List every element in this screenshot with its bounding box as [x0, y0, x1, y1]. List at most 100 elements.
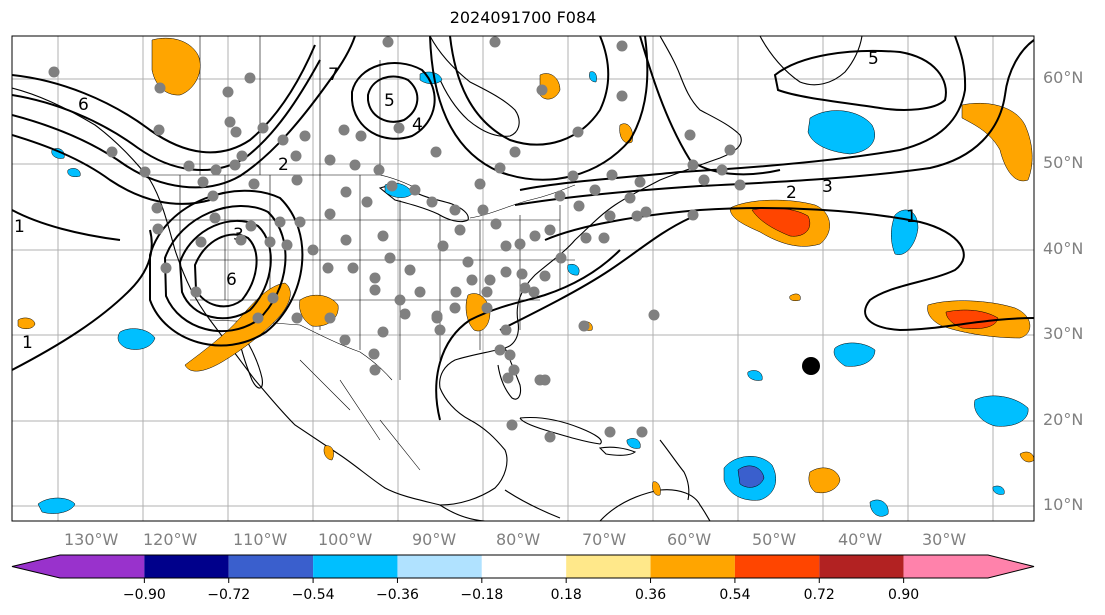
positive-anomaly-small-6	[652, 481, 661, 496]
positive-anomaly-small-4	[789, 293, 801, 302]
observation-dot	[509, 146, 521, 158]
observation-dot	[151, 202, 163, 214]
contour-west-1	[12, 209, 153, 371]
observation-dot	[409, 184, 421, 196]
colorbar-segment	[819, 555, 904, 578]
observation-dot	[394, 294, 406, 306]
observation-dot	[404, 264, 416, 276]
us-mexico-border	[209, 319, 393, 381]
contour-hudson-low	[367, 75, 419, 123]
negative-anomaly-small-3	[747, 370, 763, 381]
observation-dot	[687, 159, 699, 171]
negative-anomaly-pacific-sw	[37, 497, 76, 514]
positive-anomaly-atlantic-ne	[961, 102, 1033, 182]
observation-dot	[734, 179, 746, 191]
contour-label: 7	[328, 65, 339, 85]
observation-dot	[554, 190, 566, 202]
observation-dot	[236, 150, 248, 162]
observation-dot	[516, 268, 528, 280]
contour-southwest-low-3	[163, 204, 287, 333]
colorbar-segment	[144, 555, 229, 578]
observation-dot	[224, 116, 236, 128]
negative-anomaly-small-5	[869, 499, 889, 517]
colorbar-segment	[903, 555, 988, 578]
lon-label-80w: 80°W	[496, 530, 540, 549]
colorbar-tick-label: −0.36	[376, 587, 419, 603]
colorbar-segment	[397, 555, 482, 578]
observation-dot	[634, 176, 646, 188]
observation-dot	[481, 302, 493, 314]
observation-dot	[687, 209, 699, 221]
positive-anomaly-small-7	[1019, 451, 1034, 463]
observation-dot	[195, 236, 207, 248]
observation-dot	[197, 176, 209, 188]
lon-label-70w: 70°W	[582, 530, 626, 549]
contour-hudson-low-2	[351, 62, 436, 140]
observation-dot	[384, 252, 396, 264]
observation-dot	[500, 266, 512, 278]
contour-label: 5	[384, 91, 395, 111]
observation-dot	[230, 126, 242, 138]
contour-greenland-5	[773, 49, 947, 111]
antilles	[659, 439, 690, 501]
lat-label-30n: 30°N	[1043, 324, 1083, 343]
observation-dot	[281, 239, 293, 251]
observation-dot	[426, 196, 438, 208]
observation-dot	[257, 122, 269, 134]
contour-atlantic-3	[639, 36, 781, 176]
observation-dot	[437, 240, 449, 252]
negative-anomaly-small-2	[67, 168, 81, 177]
observation-dot	[598, 232, 610, 244]
greenland-coast	[759, 36, 863, 86]
observation-dot	[369, 364, 381, 376]
colorbar-segment	[650, 555, 735, 578]
colorbar-tick-label: 0.72	[804, 587, 835, 603]
positive-anomaly-small-2	[17, 317, 36, 329]
observation-dot	[369, 284, 381, 296]
observation-dot	[724, 144, 736, 156]
observation-dot	[500, 240, 512, 252]
colorbar-tick-label: 0.54	[719, 587, 750, 603]
cuba	[519, 416, 602, 445]
lat-label-10n: 10°N	[1043, 495, 1083, 514]
observation-dot	[264, 236, 276, 248]
observation-dot	[294, 216, 306, 228]
observation-dot	[484, 274, 496, 286]
observation-dot	[514, 238, 526, 250]
contour-label: 1	[14, 217, 25, 237]
observation-dot	[544, 431, 556, 443]
observation-dot	[490, 218, 502, 230]
negative-anomaly-small-6	[992, 485, 1005, 495]
observation-dot	[716, 164, 728, 176]
observation-dot	[462, 256, 474, 268]
observation-dot	[604, 426, 616, 438]
contour-east-trough-2	[429, 36, 649, 181]
lat-label-40n: 40°N	[1043, 239, 1083, 258]
lon-label-120w: 120°W	[143, 530, 198, 549]
contour-label: 1	[906, 207, 917, 227]
observation-dot	[528, 286, 540, 298]
contour-label: 3	[822, 177, 833, 197]
observation-dot	[274, 216, 286, 228]
positive-anomaly-southeast	[465, 293, 491, 332]
positive-anomaly-small-5	[323, 445, 334, 461]
observation-dot	[190, 286, 202, 298]
contour-label: 6	[78, 95, 89, 115]
lon-label-40w: 40°W	[838, 530, 882, 549]
observation-dot	[355, 130, 367, 142]
observation-dot	[481, 286, 493, 298]
contour-jet-1	[12, 44, 316, 154]
colorbar-tick-label: 0.18	[551, 587, 582, 603]
observation-dot	[210, 164, 222, 176]
observation-dot	[290, 150, 302, 162]
observation-dot	[393, 122, 405, 134]
observation-dot	[414, 286, 426, 298]
observation-dot	[324, 208, 336, 220]
observation-dot	[361, 196, 373, 208]
observation-dot	[624, 192, 636, 204]
observation-dot	[616, 90, 628, 102]
observation-dot	[539, 374, 551, 386]
observation-dot	[340, 234, 352, 246]
observation-dot	[152, 223, 164, 235]
observation-dot	[604, 210, 616, 222]
